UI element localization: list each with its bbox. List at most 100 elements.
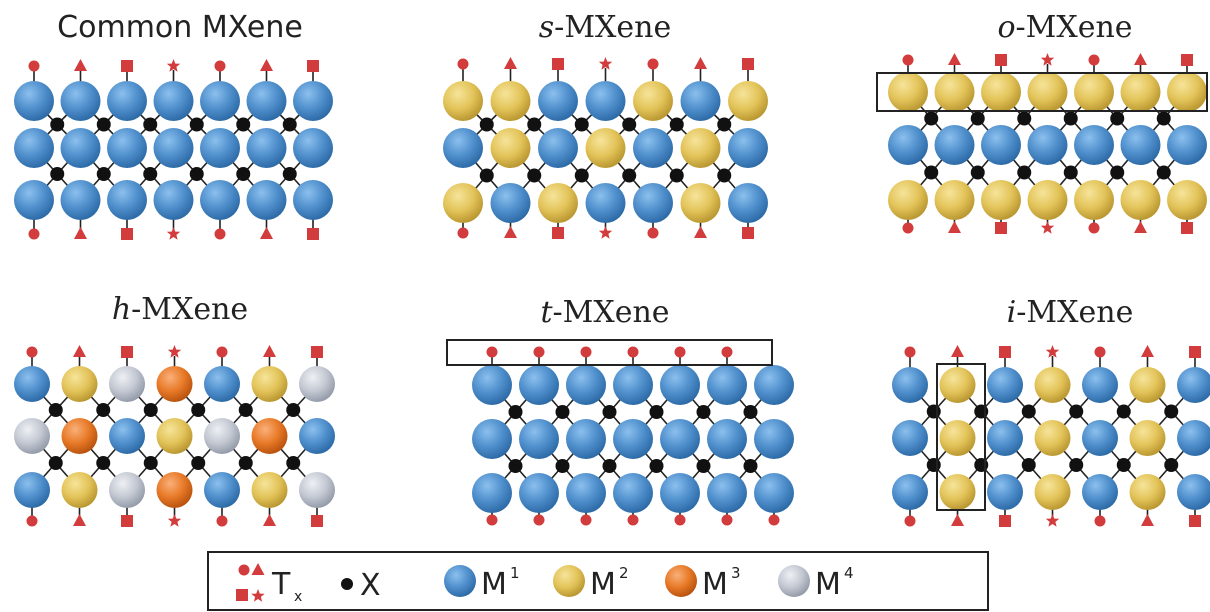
x-atom-icon <box>341 578 353 590</box>
x-atom <box>479 117 494 132</box>
square-terminal-icon <box>311 515 323 527</box>
square-terminal-icon <box>236 589 248 601</box>
x-atom <box>189 117 204 132</box>
m1-atom <box>981 125 1021 165</box>
star-terminal-icon <box>598 57 613 70</box>
square-terminal-icon <box>742 227 754 239</box>
title-h-prefix: h <box>111 292 132 327</box>
m1-atom-icon <box>444 565 476 597</box>
m1-atom <box>490 183 531 223</box>
structure-i-mxene <box>892 345 1210 527</box>
m1-atom <box>109 418 145 454</box>
triangle-terminal-icon <box>73 345 86 357</box>
circle-terminal-icon <box>28 60 40 72</box>
highlight-box <box>876 72 1208 112</box>
title-h-mxene: h-MXene <box>112 292 248 327</box>
m1-atom <box>613 473 653 513</box>
x-atom <box>926 458 941 472</box>
circle-terminal-icon <box>26 346 38 358</box>
m2-atom <box>939 420 976 456</box>
triangle-terminal-icon <box>74 59 87 71</box>
star-terminal-icon <box>1045 345 1060 358</box>
x-atom <box>1164 458 1179 472</box>
m1-atom <box>200 81 240 121</box>
structure-o-mxene <box>876 53 1208 234</box>
x-atom <box>1156 165 1171 180</box>
m1-atom <box>60 81 101 121</box>
m2-atom <box>981 72 1021 112</box>
m1-atom <box>538 128 578 168</box>
m3-atom-icon <box>665 565 697 597</box>
m1-atom <box>987 474 1023 510</box>
circle-terminal-icon <box>486 346 498 358</box>
m1-atom <box>1177 474 1210 510</box>
x-atom <box>48 403 63 417</box>
circle-terminal-icon <box>580 346 592 358</box>
m2-atom <box>1167 180 1207 220</box>
square-terminal-icon <box>995 222 1007 234</box>
star-terminal-icon <box>1040 221 1055 234</box>
m4-atom <box>14 418 50 454</box>
triangle-terminal-icon <box>951 345 964 357</box>
structure-h-mxene <box>14 345 335 527</box>
legend-box <box>207 551 989 611</box>
star-terminal-icon <box>166 59 181 72</box>
circle-terminal-icon <box>214 228 226 240</box>
triangle-terminal-icon <box>1141 345 1154 357</box>
m1-atom <box>707 473 747 513</box>
x-atom <box>1017 111 1032 126</box>
square-terminal-icon <box>121 60 133 72</box>
m2-atom <box>934 72 975 112</box>
x-atom <box>717 117 732 132</box>
m3-atom <box>156 472 193 508</box>
x-atom <box>602 405 617 419</box>
circle-terminal-icon <box>28 228 40 240</box>
x-atom <box>191 456 206 470</box>
highlight-box <box>446 339 773 366</box>
m1-atom <box>60 180 101 220</box>
m2-atom <box>633 81 673 121</box>
x-atom <box>143 117 158 132</box>
m1-atom <box>246 180 287 220</box>
circle-terminal-icon <box>674 514 686 526</box>
legend-m2-sup: 2 <box>619 564 629 582</box>
m1-atom <box>200 128 240 168</box>
x-atom <box>743 405 758 419</box>
m1-atom <box>1074 125 1114 165</box>
m1-atom <box>1082 420 1118 456</box>
m1-atom <box>293 128 333 168</box>
x-atom <box>669 117 684 132</box>
title-i-mxene: i-MXene <box>1007 295 1134 330</box>
m2-atom-icon <box>553 565 585 597</box>
m2-atom <box>888 180 928 220</box>
x-atom <box>508 405 523 419</box>
star-terminal-icon <box>166 227 181 240</box>
m2-atom <box>443 183 483 223</box>
m2-atom <box>1034 474 1071 510</box>
x-atom <box>508 459 523 473</box>
m2-atom <box>728 81 768 121</box>
m1-atom <box>538 81 578 121</box>
title-common-mxene: Common MXene <box>57 10 303 45</box>
circle-terminal-icon <box>721 514 733 526</box>
m1-atom <box>1177 367 1210 403</box>
m1-atom <box>660 473 700 513</box>
legend-tx-label: T <box>271 567 291 602</box>
m2-atom <box>1074 72 1114 112</box>
circle-terminal-icon <box>216 515 228 527</box>
square-terminal-icon <box>552 58 564 70</box>
x-atom <box>96 167 111 181</box>
x-atom <box>236 117 251 132</box>
m1-atom <box>443 128 483 168</box>
m1-atom <box>246 128 287 168</box>
x-atom <box>479 168 494 183</box>
triangle-terminal-icon <box>263 514 276 526</box>
m1-atom <box>14 81 54 121</box>
triangle-terminal-icon <box>251 563 265 575</box>
m2-atom <box>1129 420 1166 456</box>
legend-m4-sup: 4 <box>844 564 854 582</box>
m2-atom <box>251 366 288 402</box>
m1-atom <box>707 365 747 405</box>
m2-atom <box>61 366 98 402</box>
m2-atom <box>443 81 483 121</box>
